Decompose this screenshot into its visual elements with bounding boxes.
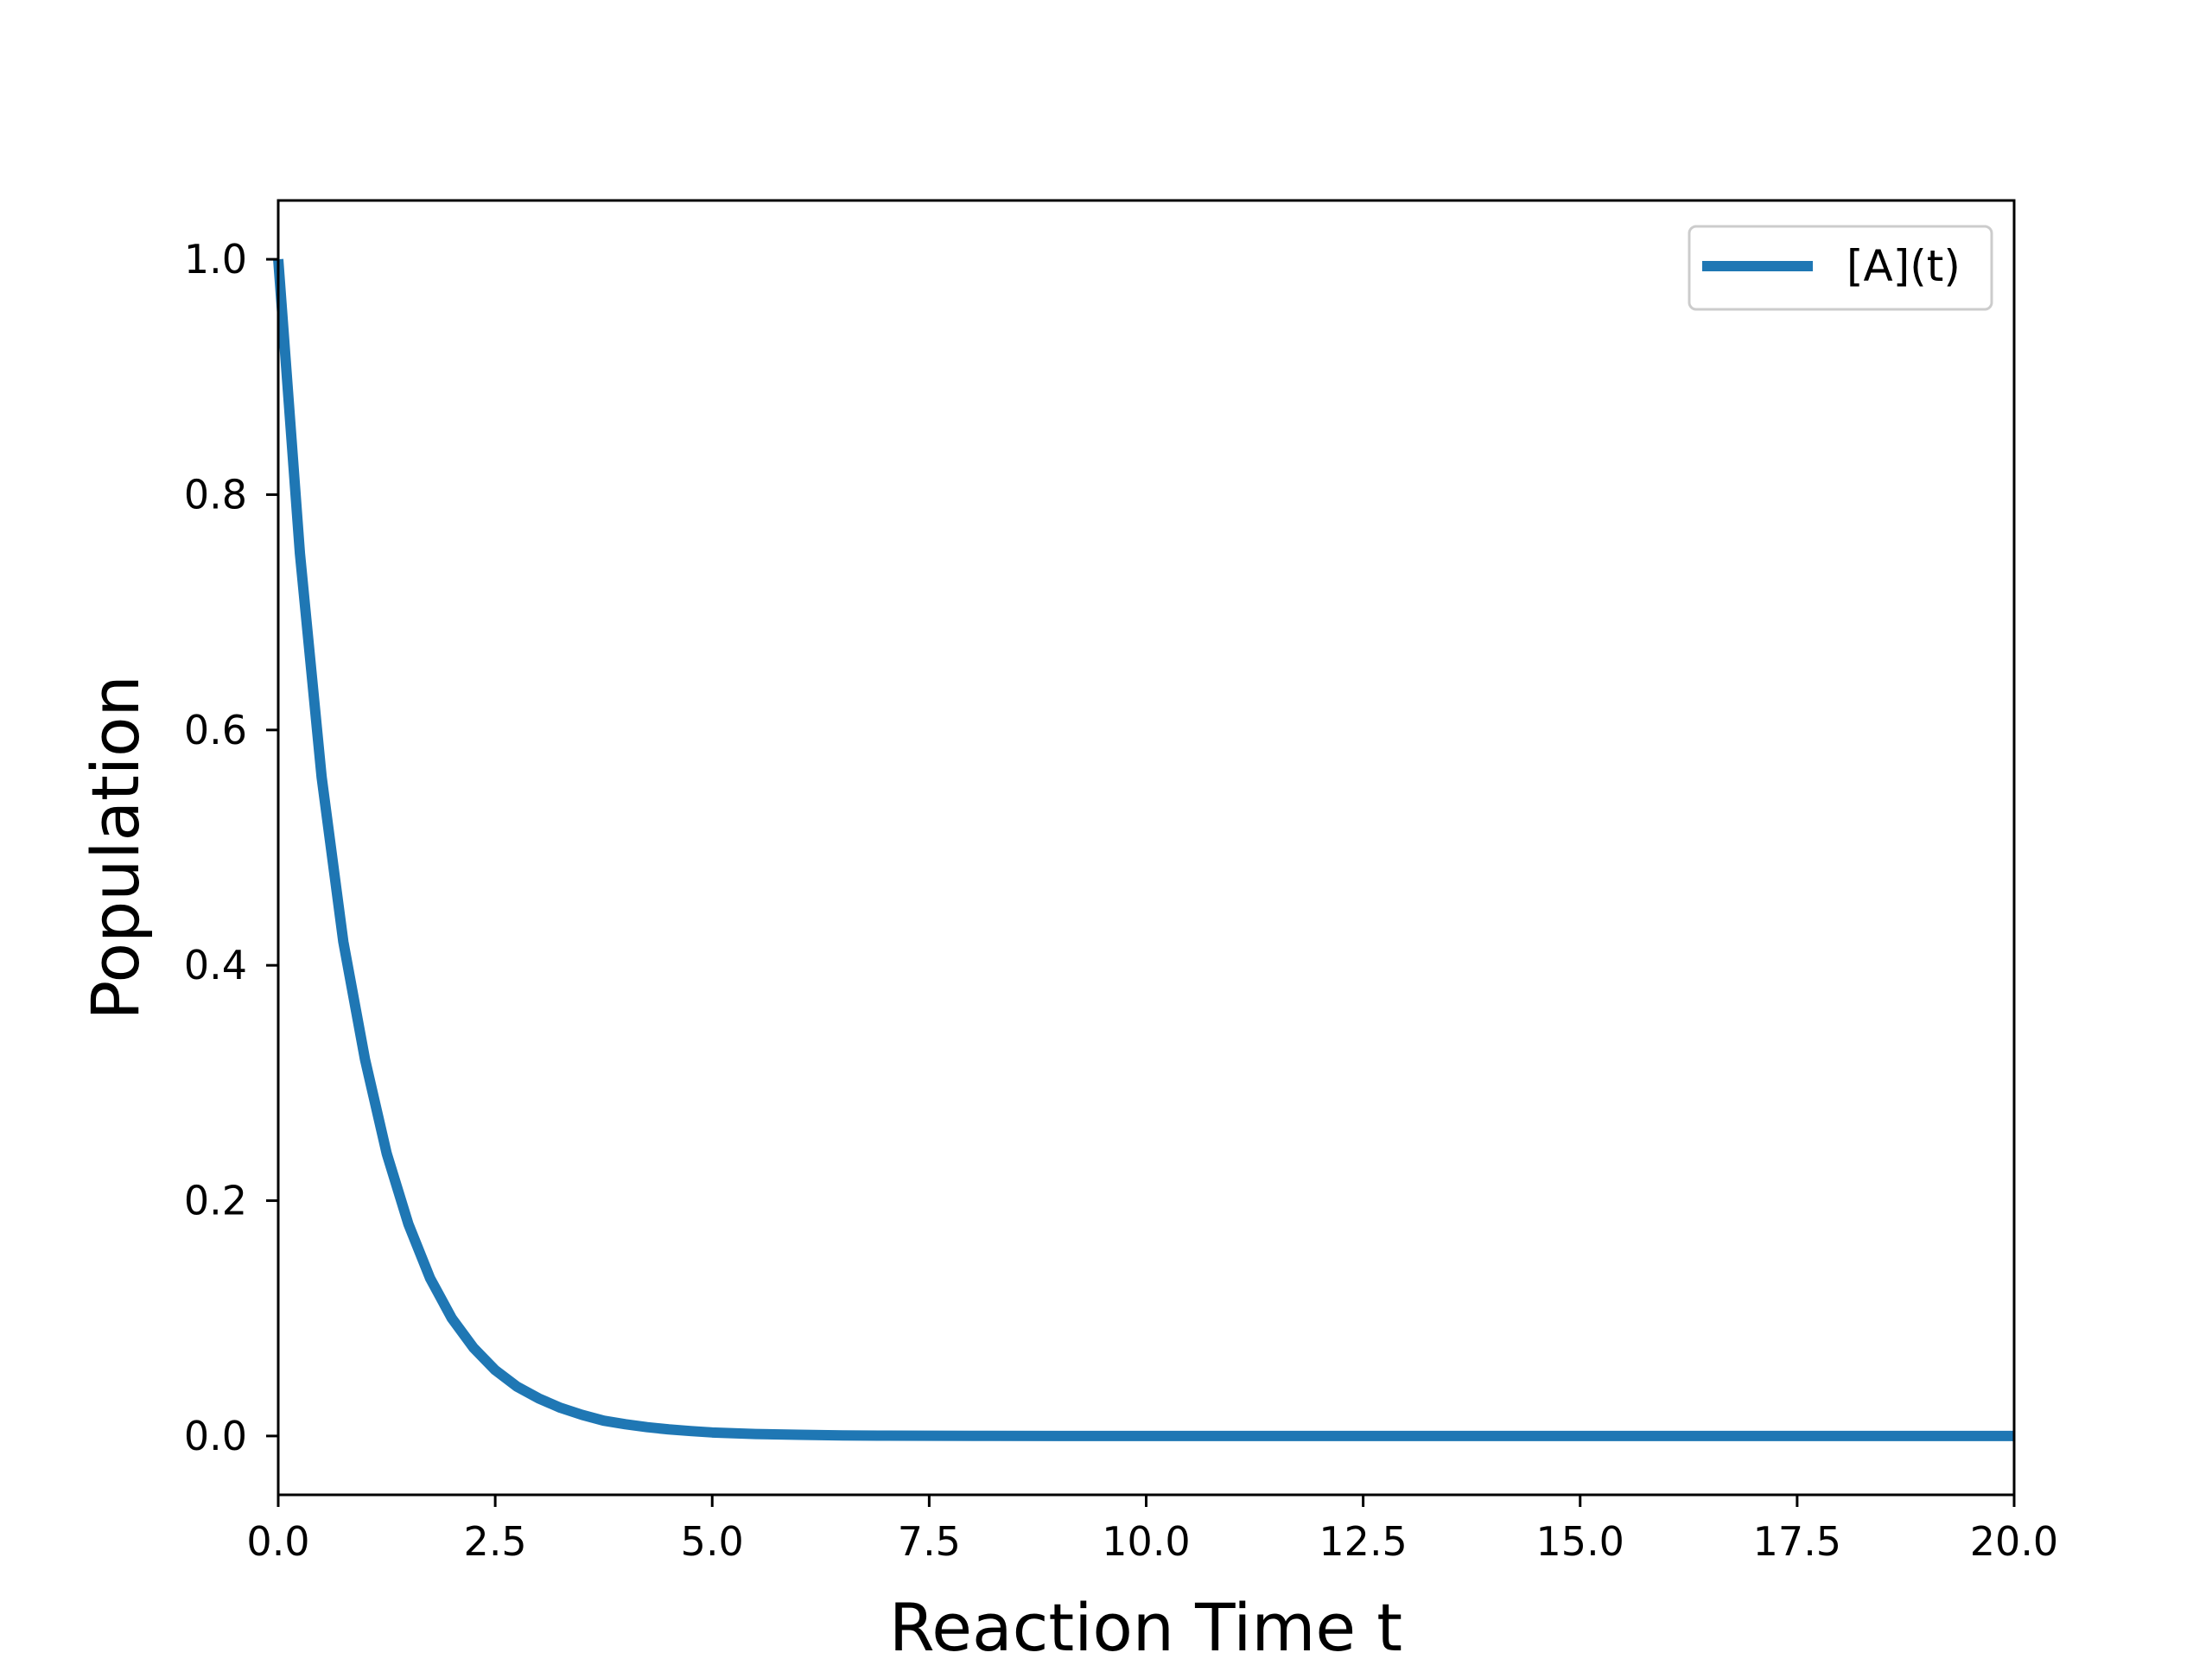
y-tick-label: 0.4	[184, 942, 247, 988]
x-tick-label: 7.5	[898, 1518, 961, 1565]
x-axis-ticks: 0.0 2.5 5.0 7.5 10.0 12.5 15.0 17.5 20.0	[246, 1495, 2058, 1565]
y-tick-label: 0.2	[184, 1178, 247, 1224]
y-axis-ticks: 0.0 0.2 0.4 0.6 0.8 1.0	[184, 236, 278, 1459]
x-tick-label: 5.0	[681, 1518, 744, 1565]
y-tick-label: 0.6	[184, 707, 247, 753]
legend-label: [A](t)	[1847, 241, 1961, 291]
x-tick-label: 10.0	[1102, 1518, 1190, 1565]
x-tick-label: 20.0	[1970, 1518, 2058, 1565]
y-tick-label: 0.0	[184, 1413, 247, 1459]
series-line-0	[273, 258, 2014, 1441]
x-tick-label: 0.0	[246, 1518, 309, 1565]
x-tick-label: 2.5	[464, 1518, 527, 1565]
legend-box	[1688, 225, 1993, 311]
y-tick-label: 0.8	[184, 471, 247, 518]
x-tick-label: 15.0	[1536, 1518, 1624, 1565]
legend: [A](t)	[1688, 225, 1993, 311]
series-layer	[273, 258, 2014, 1441]
x-axis-label: Reaction Time t	[889, 1589, 1402, 1659]
plot-area	[278, 200, 2014, 1495]
x-tick-label: 12.5	[1319, 1518, 1407, 1565]
y-tick-label: 1.0	[184, 236, 247, 283]
x-tick-label: 17.5	[1753, 1518, 1841, 1565]
y-axis-label: Population	[77, 675, 154, 1020]
